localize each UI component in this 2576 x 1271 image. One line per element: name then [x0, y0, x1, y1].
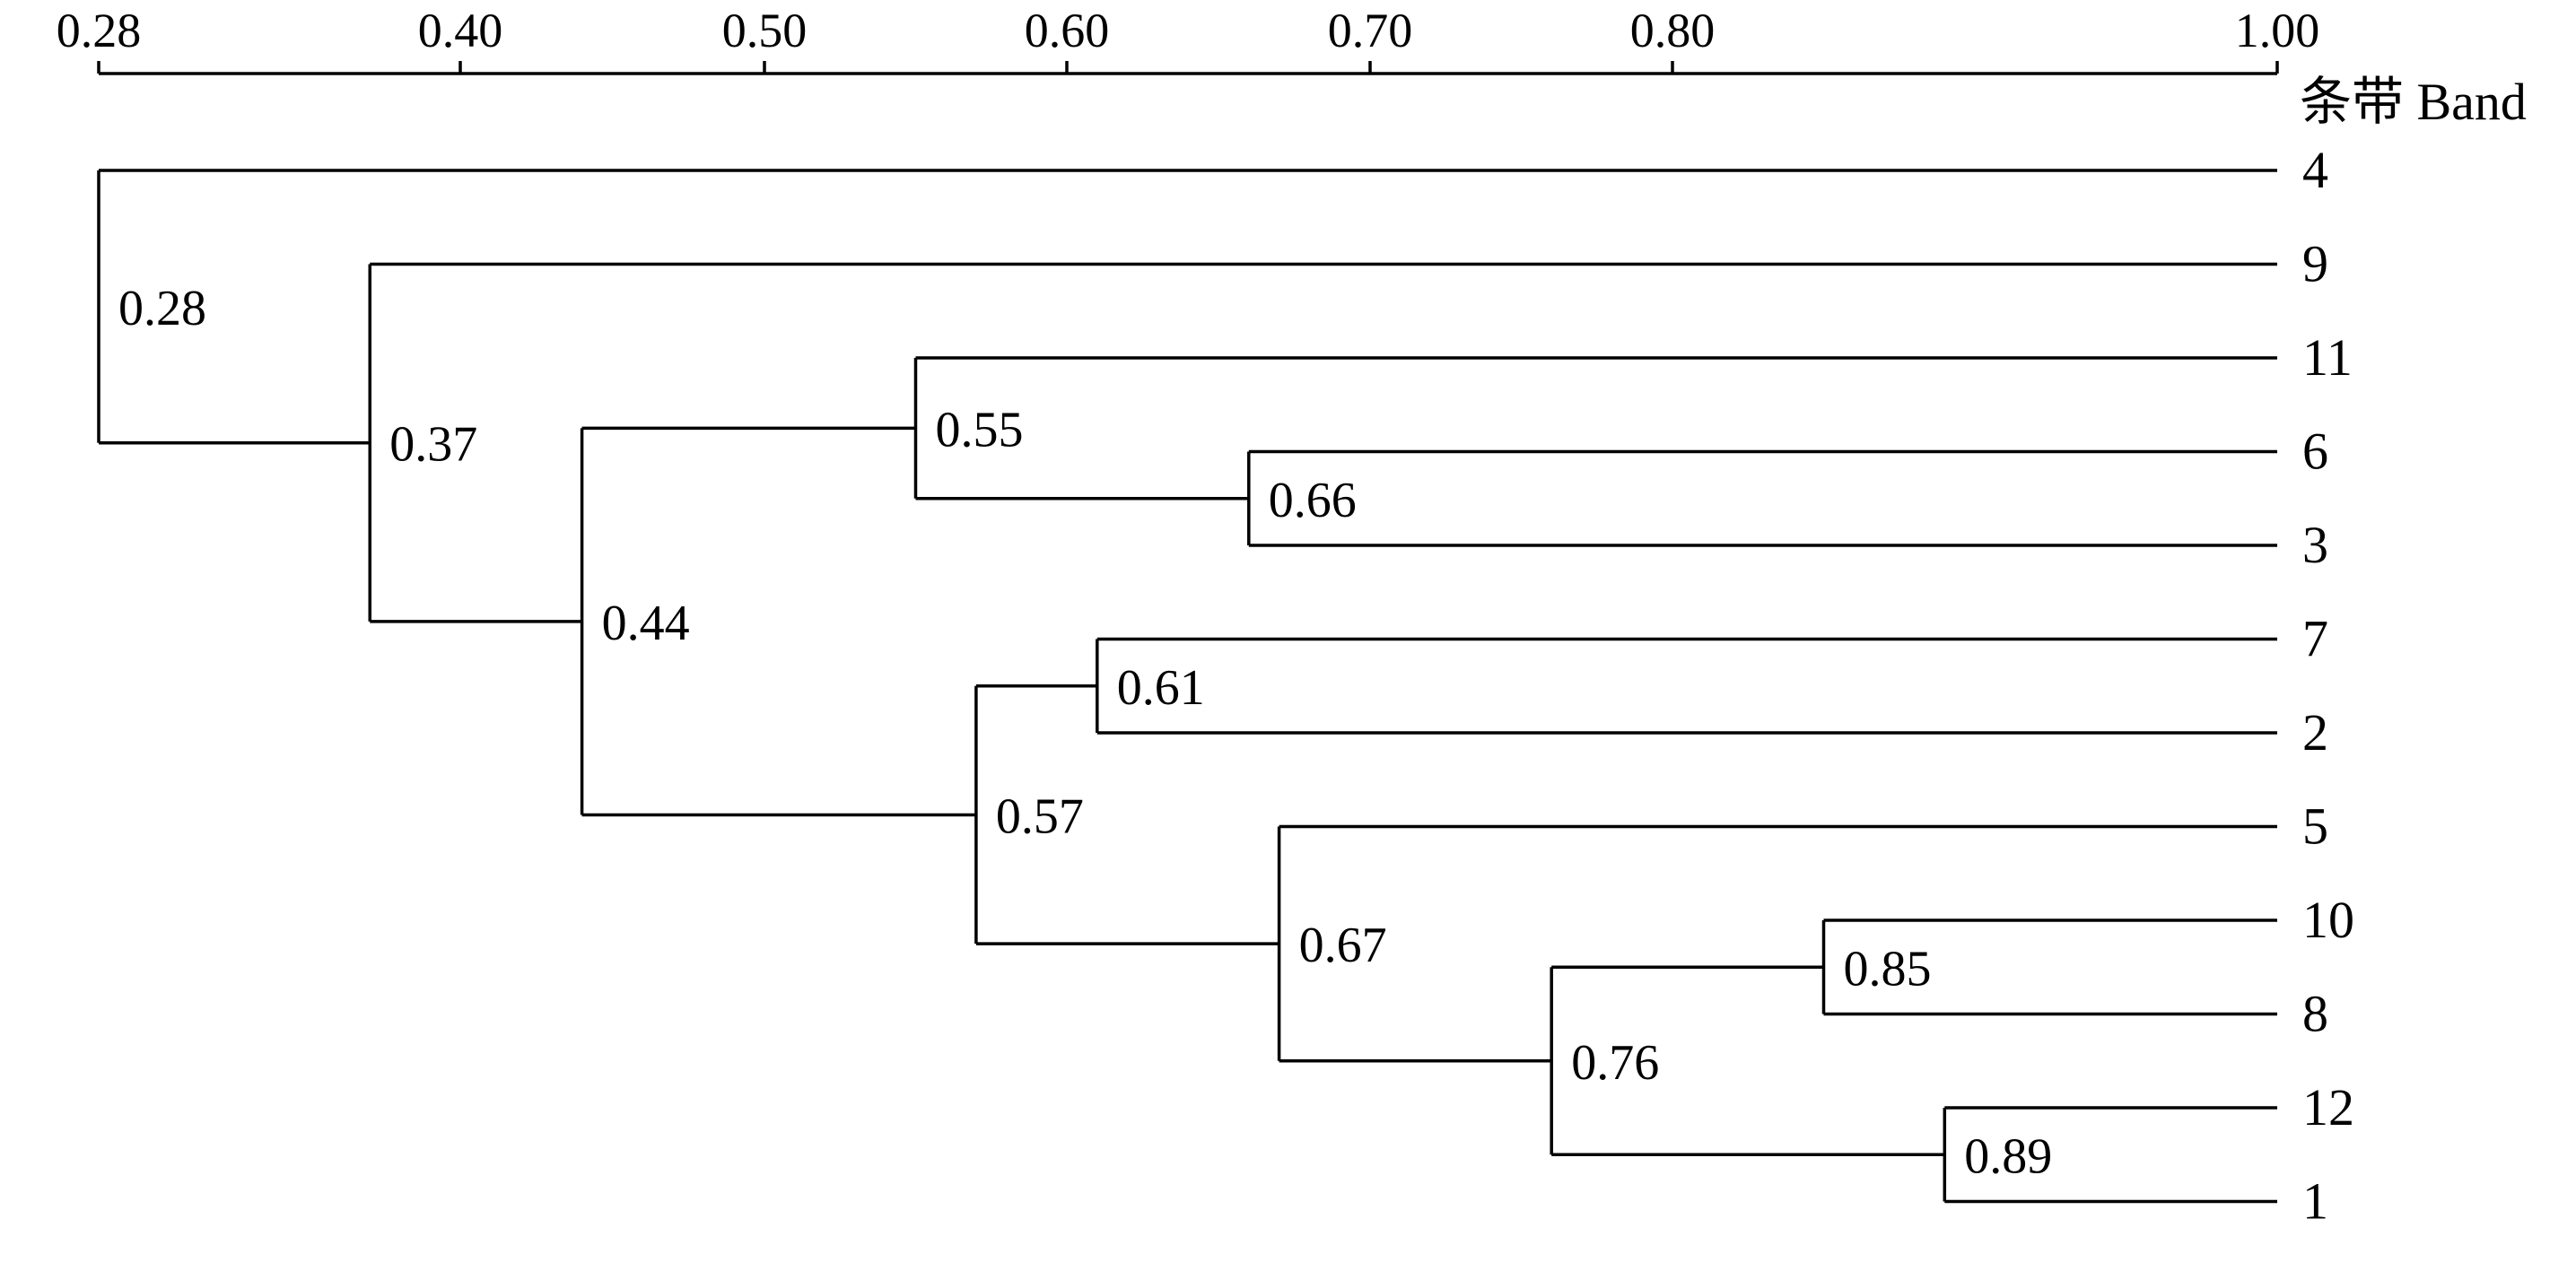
node-similarity-label: 0.89: [1964, 1128, 2052, 1184]
leaf-label: 2: [2302, 703, 2328, 762]
node-similarity-label: 0.28: [118, 281, 206, 336]
node-similarity-label: 0.76: [1571, 1035, 1659, 1091]
leaf-label: 3: [2302, 516, 2328, 574]
axis-tick-label: 1.00: [2235, 4, 2320, 57]
leaf-label: 6: [2302, 422, 2328, 481]
axis-tick-label: 0.50: [722, 4, 808, 57]
leaf-label: 4: [2302, 141, 2328, 199]
axis-title: 条带 Band: [2300, 73, 2527, 131]
tree-branches: [97, 169, 2277, 1204]
node-similarity-label: 0.66: [1269, 473, 1357, 528]
leaf-label: 7: [2302, 610, 2328, 668]
axis-tick-label: 0.80: [1630, 4, 1716, 57]
leaf-label: 10: [2302, 891, 2354, 949]
node-similarity-label: 0.61: [1117, 660, 1205, 716]
leaf-label: 12: [2302, 1078, 2354, 1136]
node-similarity-label: 0.85: [1844, 941, 1932, 997]
leaf-label: 9: [2302, 235, 2328, 293]
leaf-label: 8: [2302, 985, 2328, 1043]
axis-tick-label: 0.60: [1025, 4, 1110, 57]
leaf-label: 1: [2302, 1172, 2328, 1231]
tree-labels: 4 9 11 6 3 7 2 5 10 8 12 1 0.66 0.55 0.61 0.85 0.89 0.76 0…: [118, 141, 2354, 1231]
leaf-label: 11: [2302, 328, 2353, 387]
node-similarity-label: 0.44: [602, 596, 690, 651]
axis-tick-label: 0.70: [1328, 4, 1413, 57]
axis-tick-label: 0.28: [57, 4, 142, 57]
node-similarity-label: 0.37: [389, 417, 477, 473]
node-similarity-label: 0.57: [996, 788, 1084, 844]
axis-tick-label: 0.40: [418, 4, 503, 57]
node-similarity-label: 0.55: [936, 402, 1024, 457]
axis: 0.28 0.40 0.50 0.60 0.70 0.80 1.00 条带 Band: [57, 4, 2527, 131]
leaf-label: 5: [2302, 797, 2328, 856]
node-similarity-label: 0.67: [1299, 918, 1387, 973]
